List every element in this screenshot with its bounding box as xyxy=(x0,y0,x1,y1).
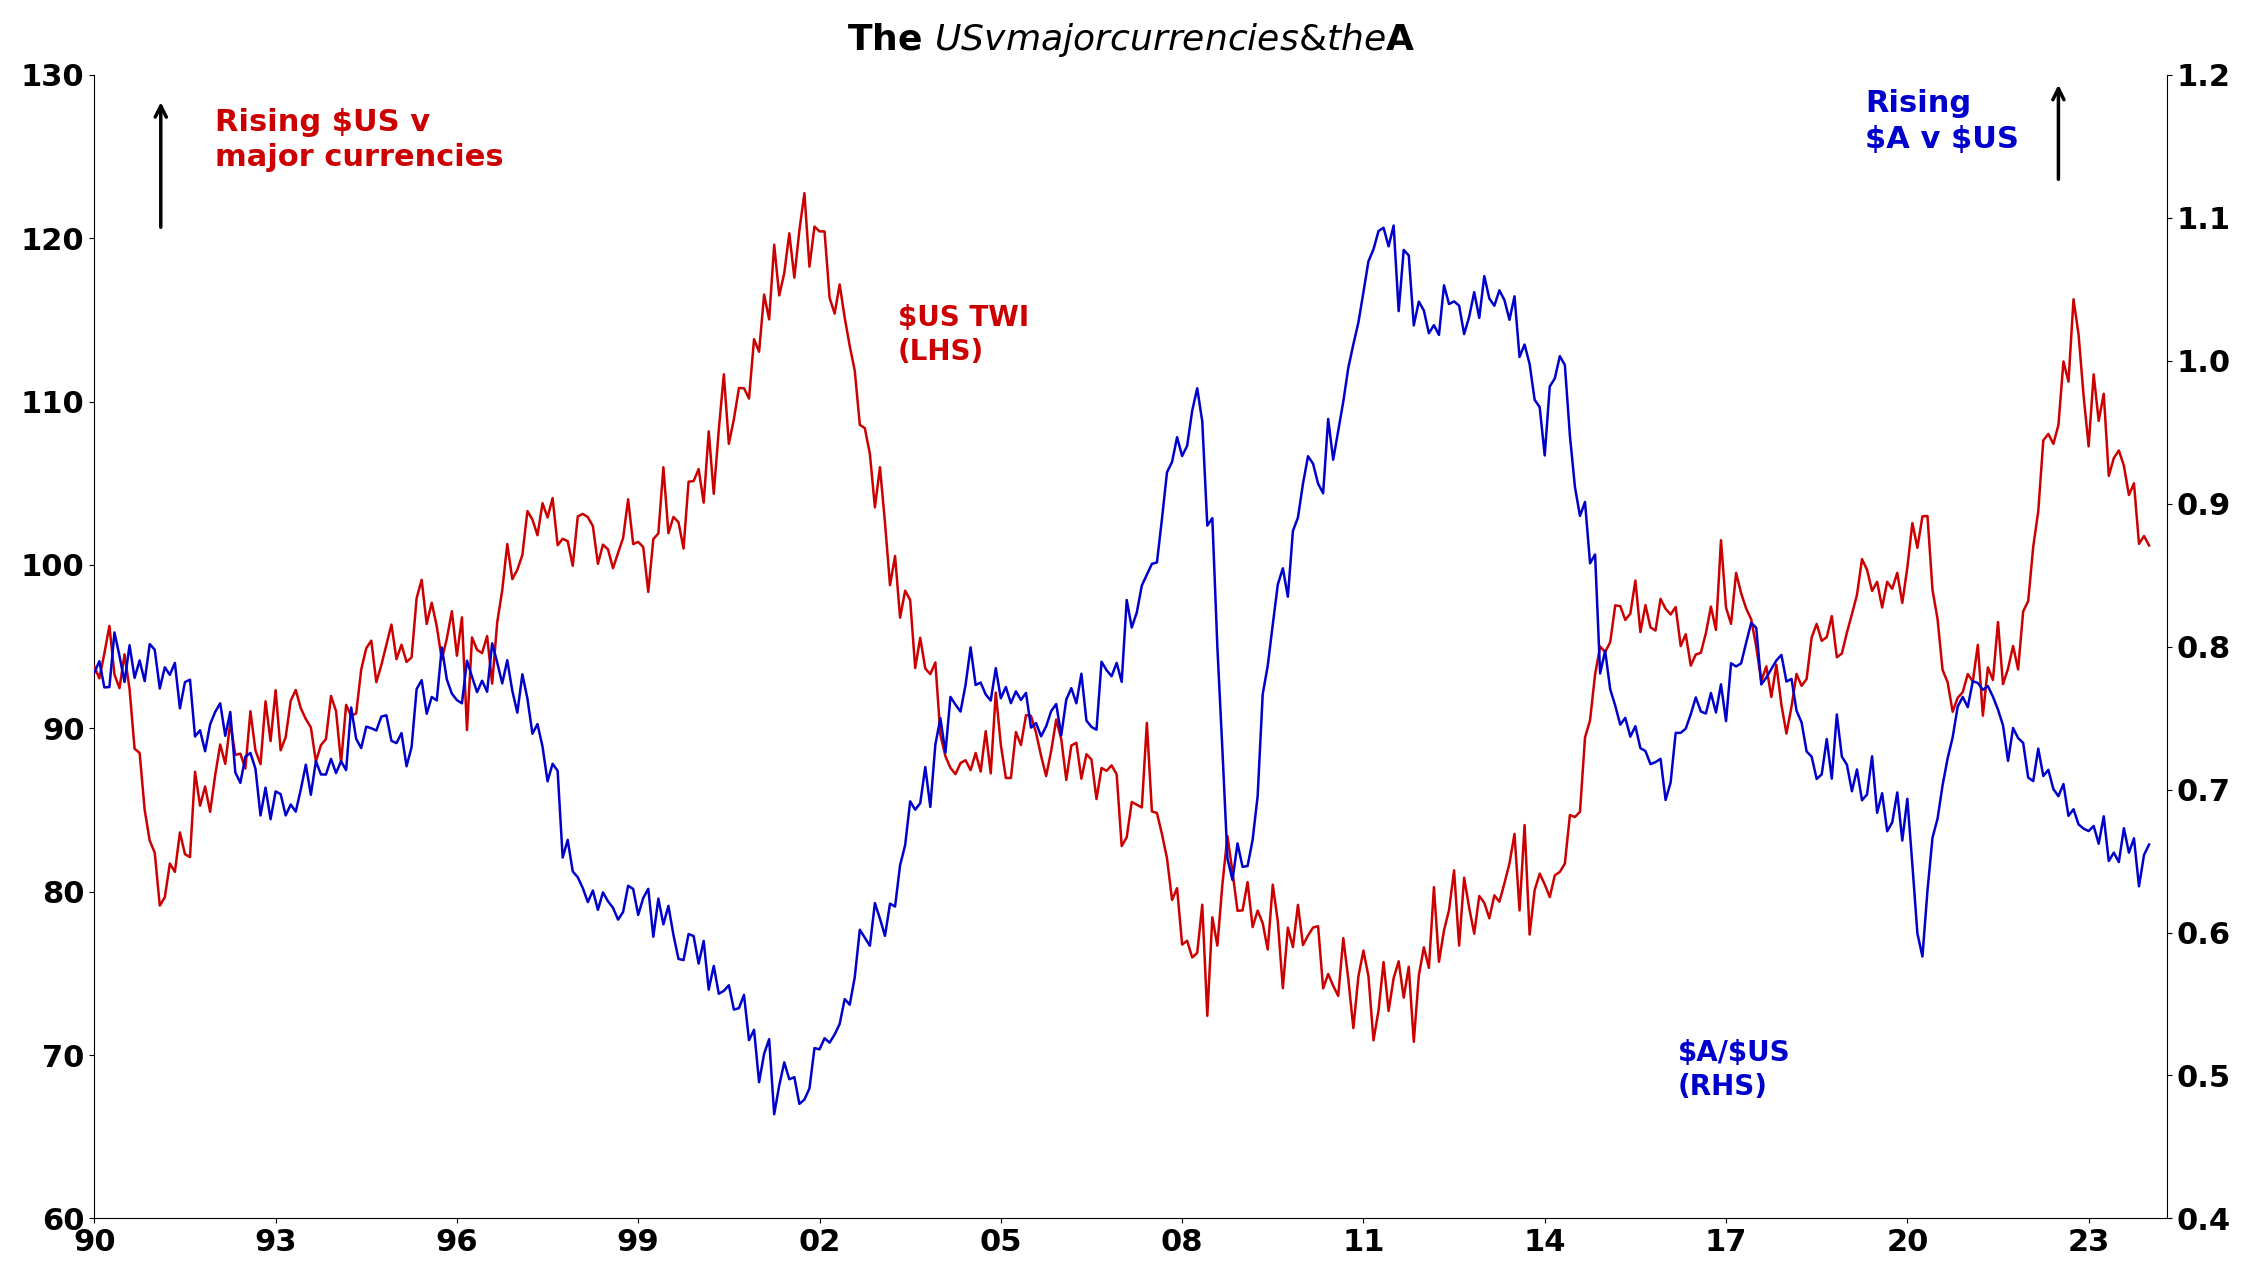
Title: The $US v major currencies & the $A: The $US v major currencies & the $A xyxy=(847,20,1414,59)
Text: \$US TWI
(LHS): \$US TWI (LHS) xyxy=(899,304,1029,367)
Text: \$A/\$US
(RHS): \$A/\$US (RHS) xyxy=(1678,1039,1790,1102)
Text: Rising \$US v
major currencies: Rising \$US v major currencies xyxy=(216,107,504,173)
Text: Rising
\$A v \$US: Rising \$A v \$US xyxy=(1865,89,2018,155)
